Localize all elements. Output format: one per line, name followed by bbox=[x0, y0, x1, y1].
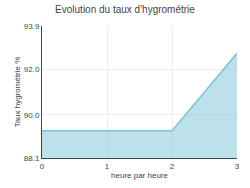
svg-text:heure par heure: heure par heure bbox=[111, 171, 168, 180]
svg-text:92.0: 92.0 bbox=[24, 65, 40, 74]
svg-text:3: 3 bbox=[235, 162, 240, 171]
svg-text:90.0: 90.0 bbox=[24, 111, 40, 120]
svg-text:1: 1 bbox=[105, 162, 110, 171]
svg-text:93.9: 93.9 bbox=[24, 22, 40, 31]
svg-text:2: 2 bbox=[170, 162, 175, 171]
svg-text:88.1: 88.1 bbox=[24, 154, 40, 163]
svg-text:0: 0 bbox=[40, 162, 45, 171]
svg-text:Evolution du taux d'hygrométri: Evolution du taux d'hygrométrie bbox=[55, 4, 195, 15]
svg-text:Taux hygrométrie %: Taux hygrométrie % bbox=[13, 57, 22, 128]
